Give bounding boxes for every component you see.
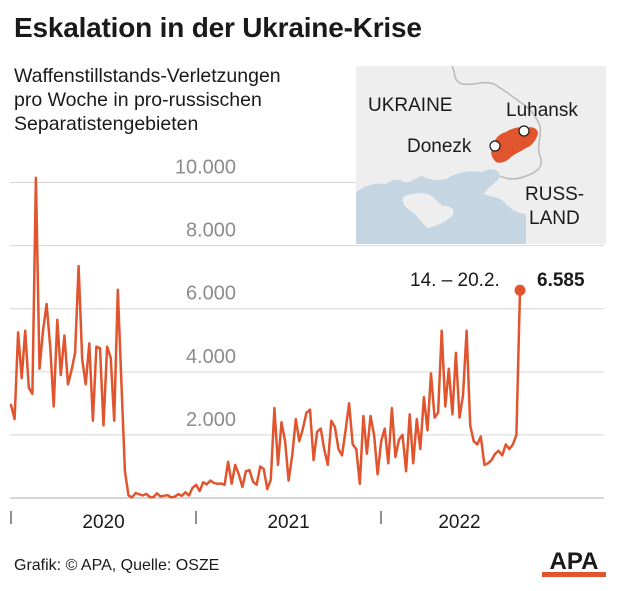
x-tick-label: 2020 [82, 512, 124, 533]
x-axis-ticks [10, 511, 382, 524]
crimea-peninsula [402, 193, 454, 228]
map-label-ukraine: UKRAINE [368, 95, 452, 116]
y-tick-label: 10.000 [175, 157, 236, 179]
chart-area: 2.000 4.000 6.000 8.000 10.000 UKRAINE Luhan… [9, 65, 606, 533]
chart-title: Eskalation in der Ukraine-Krise [14, 12, 422, 43]
apa-logo-text: APA [550, 548, 599, 575]
map-label-luhansk: Luhansk [506, 100, 578, 121]
subtitle-line-3: Separatistengebieten [14, 113, 199, 135]
inset-map: UKRAINE Luhansk Donezk RUSS- LAND [356, 65, 606, 244]
donezk-city-marker [489, 140, 501, 152]
subtitle-line-2: pro Woche in pro-russischen [14, 89, 262, 111]
y-tick-label: 6.000 [186, 283, 236, 305]
y-tick-label: 8.000 [186, 220, 236, 242]
y-tick-label: 4.000 [186, 346, 236, 368]
x-tick-label: 2021 [267, 512, 309, 533]
y-tick-label: 2.000 [186, 409, 236, 431]
separatist-region-shape [491, 127, 538, 163]
source-credit: Grafik: © APA, Quelle: OSZE [14, 557, 220, 574]
series-line-violations [9, 176, 522, 499]
map-label-russland-line-1: RUSS- [525, 184, 584, 205]
subtitle-line-1: Waffenstillstands-Verletzungen [14, 65, 281, 87]
map-label-russland-line-2: LAND [529, 208, 580, 229]
country-border-line [451, 65, 542, 180]
x-tick-label: 2022 [438, 512, 480, 533]
chart-subtitle: Waffenstillstands-Verletzungen pro Woche… [14, 64, 334, 136]
apa-logo: APA [542, 548, 606, 577]
annotation-value-label: 6.585 [537, 270, 585, 291]
luhansk-city-marker [518, 125, 530, 137]
x-axis-year-labels: 2020 2021 2022 [82, 512, 480, 533]
last-point-marker [514, 284, 526, 296]
map-label-donezk: Donezk [407, 136, 472, 157]
annotation-date-label: 14. – 20.2. [410, 270, 500, 291]
apa-logo-bar [542, 572, 606, 577]
y-axis-tick-labels: 2.000 4.000 6.000 8.000 10.000 [175, 157, 236, 431]
